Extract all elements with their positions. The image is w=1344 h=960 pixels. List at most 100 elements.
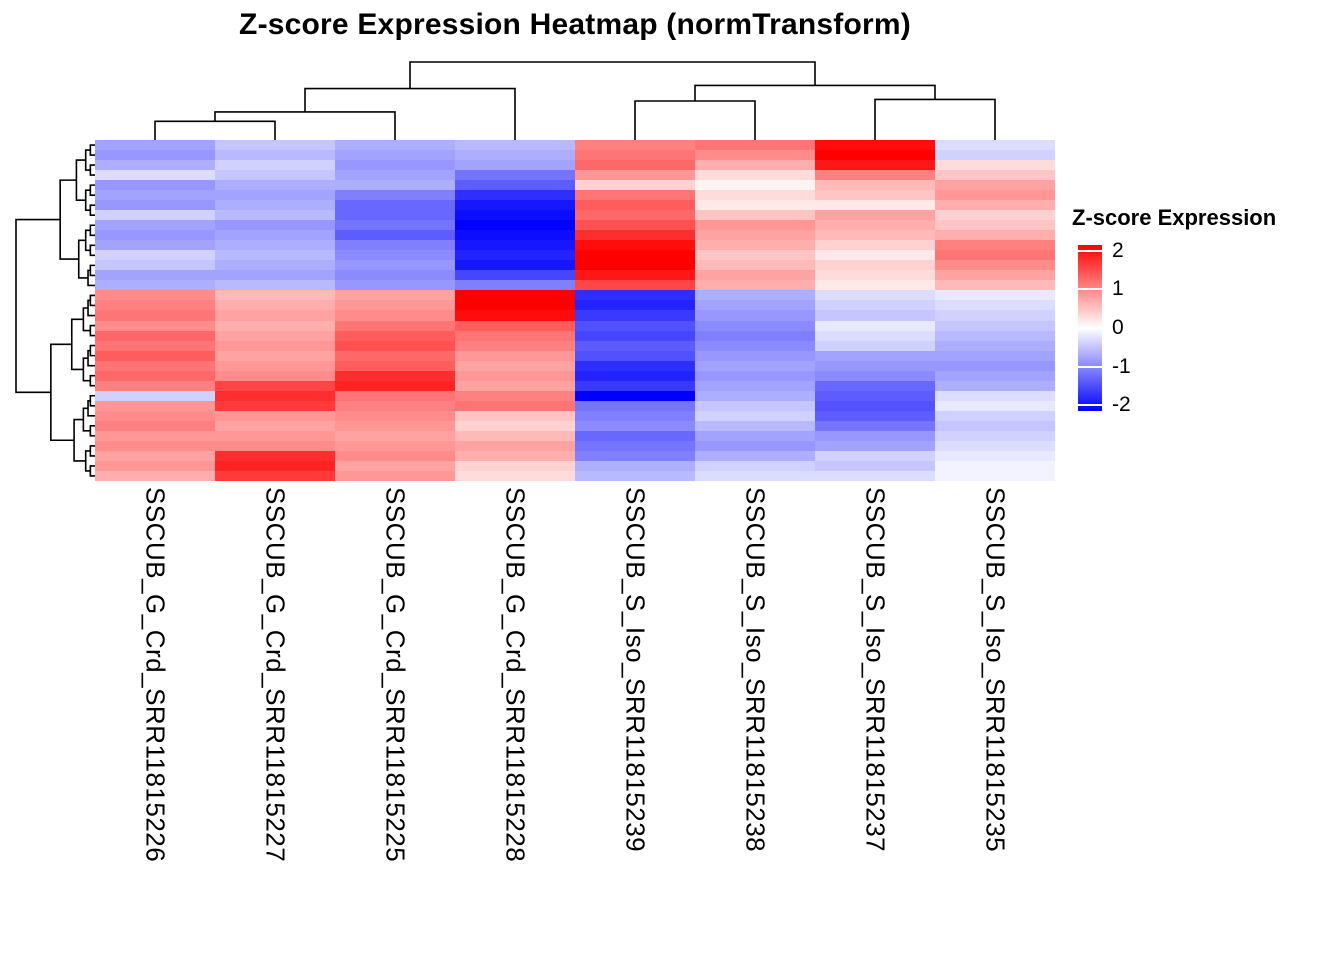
heatmap-cell	[95, 450, 215, 461]
heatmap-cell	[215, 420, 335, 431]
heatmap-cell	[815, 320, 935, 331]
heatmap-cell	[215, 460, 335, 471]
heatmap-cell	[695, 360, 815, 371]
heatmap-cell	[335, 370, 455, 381]
heatmap-cell	[455, 460, 575, 471]
heatmap-cell	[455, 190, 575, 201]
heatmap-cell	[935, 370, 1055, 381]
heatmap-cell	[455, 140, 575, 151]
heatmap-cell	[95, 190, 215, 201]
heatmap-cell	[815, 300, 935, 311]
heatmap-cell	[335, 200, 455, 211]
heatmap-cell	[935, 410, 1055, 421]
heatmap-cell	[935, 290, 1055, 301]
heatmap-cell	[95, 280, 215, 291]
heatmap-cell	[815, 420, 935, 431]
heatmap-cell	[215, 390, 335, 401]
heatmap-cell	[815, 450, 935, 461]
heatmap-cell	[815, 210, 935, 221]
legend-tick-label: 2	[1112, 238, 1124, 262]
heatmap-cell	[935, 360, 1055, 371]
heatmap-cell	[335, 280, 455, 291]
heatmap-cell	[935, 420, 1055, 431]
heatmap-cell	[455, 330, 575, 341]
heatmap-cell	[575, 230, 695, 241]
heatmap-cell	[455, 230, 575, 241]
heatmap-cell	[455, 260, 575, 271]
heatmap-cell	[575, 300, 695, 311]
heatmap-cell	[575, 170, 695, 181]
heatmap-cell	[935, 280, 1055, 291]
heatmap-cell	[335, 240, 455, 251]
heatmap-cell	[575, 400, 695, 411]
heatmap-cell	[575, 200, 695, 211]
heatmap-cell	[335, 360, 455, 371]
heatmap-cell	[695, 390, 815, 401]
heatmap-cell	[575, 470, 695, 481]
heatmap-cell	[695, 340, 815, 351]
heatmap-cell	[95, 390, 215, 401]
heatmap-cell	[815, 330, 935, 341]
heatmap-cell	[455, 310, 575, 321]
heatmap-cell	[455, 350, 575, 361]
heatmap-cell	[335, 210, 455, 221]
heatmap-cell	[95, 310, 215, 321]
heatmap-cell	[695, 400, 815, 411]
heatmap-cell	[95, 260, 215, 271]
heatmap-cell	[695, 310, 815, 321]
column-label-slot: SSCUB_G_Crd_SRR11815226	[95, 487, 215, 942]
heatmap-cell	[335, 420, 455, 431]
heatmap-cell	[215, 280, 335, 291]
legend-tick-mark	[1078, 288, 1102, 291]
heatmap-cell	[575, 380, 695, 391]
heatmap-cell	[215, 230, 335, 241]
heatmap-cell	[335, 470, 455, 481]
heatmap-cell	[815, 400, 935, 411]
heatmap-cell	[335, 220, 455, 231]
heatmap-cell	[335, 270, 455, 281]
heatmap-cell	[95, 210, 215, 221]
heatmap-cell	[695, 380, 815, 391]
heatmap-cell	[215, 410, 335, 421]
heatmap-cell	[215, 250, 335, 261]
column-label: SSCUB_G_Crd_SRR11815228	[500, 487, 531, 863]
heatmap-cell	[815, 200, 935, 211]
heatmap-cell	[455, 200, 575, 211]
heatmap-cell	[455, 380, 575, 391]
heatmap-cell	[815, 430, 935, 441]
heatmap-cell	[215, 200, 335, 211]
heatmap-cell	[575, 340, 695, 351]
heatmap-cell	[455, 440, 575, 451]
heatmap-cell	[215, 470, 335, 481]
heatmap-cell	[695, 440, 815, 451]
heatmap-cell	[815, 310, 935, 321]
heatmap-cell	[215, 150, 335, 161]
heatmap-cell	[935, 430, 1055, 441]
heatmap-cell	[455, 450, 575, 461]
heatmap-cell	[95, 420, 215, 431]
heatmap-cell	[215, 260, 335, 271]
heatmap-cell	[95, 470, 215, 481]
heatmap-cell	[935, 230, 1055, 241]
heatmap-cell	[935, 200, 1055, 211]
heatmap-cell	[335, 230, 455, 241]
heatmap-cell	[335, 410, 455, 421]
heatmap-cell	[215, 170, 335, 181]
heatmap-cell	[935, 330, 1055, 341]
heatmap-cell	[695, 320, 815, 331]
heatmap-cell	[215, 140, 335, 151]
heatmap-cell	[455, 360, 575, 371]
heatmap-cell	[215, 450, 335, 461]
legend-tick-mark	[1078, 249, 1102, 252]
heatmap-cell	[695, 170, 815, 181]
heatmap-cell	[575, 350, 695, 361]
heatmap-cell	[95, 200, 215, 211]
heatmap-cell	[695, 410, 815, 421]
legend-bar-wrap: 2 1 0 -1 -2	[1072, 239, 1338, 425]
heatmap-cell	[575, 320, 695, 331]
heatmap-cell	[335, 350, 455, 361]
heatmap-cell	[935, 380, 1055, 391]
column-label: SSCUB_S_Iso_SRR11815235	[980, 487, 1011, 853]
heatmap-cell	[815, 270, 935, 281]
heatmap-cell	[335, 440, 455, 451]
